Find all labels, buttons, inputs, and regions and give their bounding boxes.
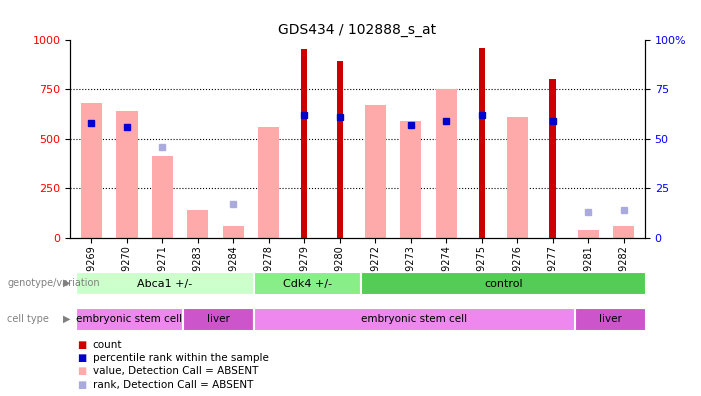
Bar (81, 103, 102, 238)
Bar (151, 156, 173, 238)
Text: count: count (93, 340, 122, 350)
Bar (187, 210, 208, 238)
Bar (365, 105, 386, 238)
Text: rank, Detection Call = ABSENT: rank, Detection Call = ABSENT (93, 379, 253, 390)
Bar (400, 121, 421, 238)
Text: liver: liver (207, 314, 230, 324)
Text: ▶: ▶ (63, 314, 70, 324)
Bar (223, 226, 244, 238)
Bar (336, 61, 343, 238)
Bar (435, 89, 457, 238)
Bar (578, 230, 599, 238)
Text: Cdk4 +/-: Cdk4 +/- (283, 278, 332, 289)
Bar (183, 308, 254, 331)
Text: value, Detection Call = ABSENT: value, Detection Call = ABSENT (93, 366, 258, 377)
Bar (479, 48, 485, 238)
Text: ■: ■ (77, 353, 86, 364)
Text: control: control (484, 278, 523, 289)
Text: percentile rank within the sample: percentile rank within the sample (93, 353, 268, 364)
Text: ■: ■ (77, 379, 86, 390)
Text: ▶: ▶ (63, 278, 70, 288)
Bar (76, 272, 254, 295)
Bar (254, 272, 361, 295)
Bar (613, 226, 634, 238)
Bar (507, 117, 528, 238)
Text: genotype/variation: genotype/variation (7, 278, 100, 288)
Text: Abca1 +/-: Abca1 +/- (137, 278, 193, 289)
Bar (116, 111, 137, 238)
Bar (575, 308, 646, 331)
Title: GDS434 / 102888_s_at: GDS434 / 102888_s_at (278, 23, 437, 37)
Text: ■: ■ (77, 340, 86, 350)
Text: embryonic stem cell: embryonic stem cell (362, 314, 468, 324)
Text: cell type: cell type (7, 314, 49, 324)
Bar (550, 79, 556, 238)
Bar (361, 272, 646, 295)
Bar (254, 308, 575, 331)
Bar (258, 127, 280, 238)
Text: liver: liver (599, 314, 622, 324)
Text: ■: ■ (77, 366, 86, 377)
Bar (301, 50, 308, 238)
Text: embryonic stem cell: embryonic stem cell (76, 314, 182, 324)
Bar (76, 308, 183, 331)
